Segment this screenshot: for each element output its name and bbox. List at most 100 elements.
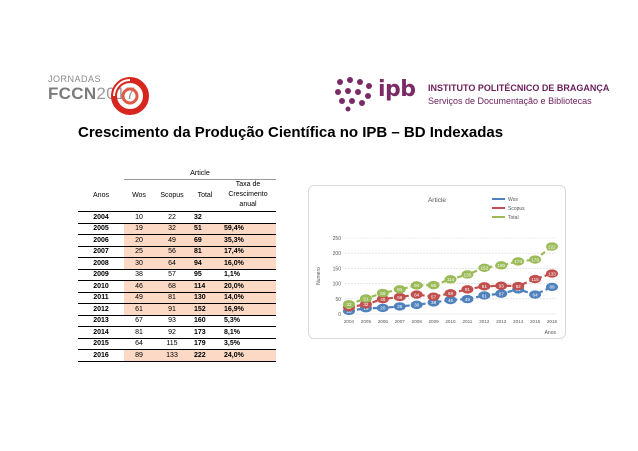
data-point	[478, 263, 491, 272]
data-point	[495, 261, 508, 270]
data-point	[410, 281, 423, 290]
cell-scopus: 93	[168, 317, 176, 325]
cell-scopus: 91	[154, 303, 190, 315]
data-label: 64	[533, 292, 539, 297]
data-point	[461, 285, 474, 294]
data-label: 32	[346, 302, 352, 307]
cell-total: 222	[190, 349, 220, 361]
data-point	[529, 290, 542, 299]
cell-wos: 49	[124, 292, 154, 304]
data-point	[495, 289, 508, 298]
x-tick-label: 2016	[547, 319, 558, 324]
cell-scopus: 57	[168, 271, 176, 279]
cell-scopus: 64	[154, 257, 190, 269]
cell-scopus: 32	[154, 223, 190, 235]
cell-wos: 20	[124, 234, 154, 246]
cell-scopus: 56	[154, 246, 190, 258]
data-point	[444, 275, 457, 284]
data-point	[461, 294, 474, 304]
production-table: Article Anos Wos Scopus Total Taxa de Cr…	[78, 168, 276, 362]
table-row: 2007 25 56 81 17,4%	[78, 246, 276, 258]
cell-total: 173	[194, 328, 206, 336]
table-row: 2014 81 92 173 8,1%	[78, 326, 276, 339]
table-row: 2015 64 115 179 3,5%	[78, 338, 276, 350]
data-label: 92	[516, 284, 522, 289]
cell-ano: 2005	[93, 225, 109, 233]
cell-wos: 81	[135, 328, 143, 336]
col-total-header: Total	[197, 191, 213, 199]
x-tick-label: 2010	[445, 319, 456, 324]
data-label: 20	[380, 306, 386, 311]
y-tick-label: 100	[333, 282, 342, 288]
data-point	[461, 270, 474, 279]
page-title: Crescimento da Produção Científica no IP…	[78, 124, 504, 141]
data-label: 57	[431, 294, 437, 299]
data-point	[512, 257, 525, 266]
data-point	[478, 291, 491, 300]
table-row: 2010 46 68 114 20,0%	[78, 280, 276, 292]
cell-wos: 25	[124, 246, 154, 258]
data-point	[359, 294, 372, 303]
cell-taxa: 16,0%	[220, 257, 276, 269]
cell-taxa: 17,4%	[220, 246, 276, 258]
cell-ano: 2011	[93, 294, 109, 302]
cell-taxa: 16,9%	[220, 303, 276, 315]
ipb-services-name: Serviços de Documentação e Bibliotecas	[428, 96, 592, 106]
cell-ano: 2014	[93, 328, 109, 336]
data-label: 46	[448, 298, 454, 303]
cell-ano: 2009	[93, 271, 109, 279]
data-point	[529, 274, 542, 284]
cell-ano: 2007	[93, 248, 109, 256]
data-label: 30	[414, 303, 420, 308]
legend-label-wos: Wos	[508, 197, 518, 203]
data-label: 133	[548, 271, 556, 276]
cell-total: 51	[190, 223, 220, 235]
cell-wos: 67	[135, 317, 143, 325]
legend-label-scopus: Scopus	[508, 206, 525, 212]
cell-scopus: 92	[168, 328, 176, 336]
y-tick-label: 150	[333, 266, 342, 272]
data-label: 64	[414, 292, 420, 297]
col-anos-header: Anos	[93, 191, 109, 199]
data-label: 38	[431, 300, 437, 305]
data-point	[393, 292, 406, 302]
chart-container: Article 0 50 100 150 200 250 2004 2005 2006 2007 20…	[308, 185, 566, 339]
data-label: 68	[448, 291, 454, 296]
table-row: 2012 61 91 152 16,9%	[78, 303, 276, 315]
col-taxa-header: Taxa de Crescimento anual	[228, 181, 268, 209]
cell-wos: 61	[124, 303, 154, 315]
cell-scopus: 115	[166, 340, 178, 348]
data-point	[376, 294, 389, 304]
data-label: 179	[531, 257, 539, 262]
x-tick-label: 2006	[378, 319, 389, 324]
data-point	[444, 289, 457, 298]
cell-total: 95	[194, 271, 202, 279]
table-row: 2008 30 64 94 16,0%	[78, 257, 276, 269]
cell-ano: 2013	[93, 317, 109, 325]
table-row: 2004 10 22 32	[78, 211, 276, 224]
col-scopus-header: Scopus	[160, 191, 184, 199]
line-chart: Article 0 50 100 150 200 250 2004 2005 2006 2007 20…	[316, 197, 558, 336]
x-tick-label: 2008	[412, 319, 423, 324]
table-group-header: Article	[124, 168, 276, 180]
table-row: 2009 38 57 95 1,1%	[78, 269, 276, 281]
data-point	[376, 303, 389, 313]
cell-wos: 46	[124, 280, 154, 292]
x-tick-label: 2015	[530, 319, 541, 324]
data-label: 115	[531, 277, 539, 282]
table-row: 2013 67 93 160 5,3%	[78, 315, 276, 327]
table-row: 2016 89 133 222 24,0%	[78, 349, 276, 361]
data-point	[546, 242, 558, 251]
data-label: 114	[447, 277, 455, 282]
data-label: 81	[465, 287, 471, 292]
data-label: 61	[482, 293, 488, 298]
cell-taxa: 20,0%	[220, 280, 276, 292]
cell-ano: 2004	[93, 213, 109, 221]
cell-ano: 2008	[93, 259, 109, 267]
cell-ano: 2016	[93, 351, 109, 359]
cell-taxa: 59,4%	[220, 223, 276, 235]
x-tick-label: 2004	[344, 319, 355, 324]
cell-wos: 19	[124, 223, 154, 235]
data-label: 173	[514, 259, 522, 264]
x-tick-label: 2009	[428, 319, 439, 324]
